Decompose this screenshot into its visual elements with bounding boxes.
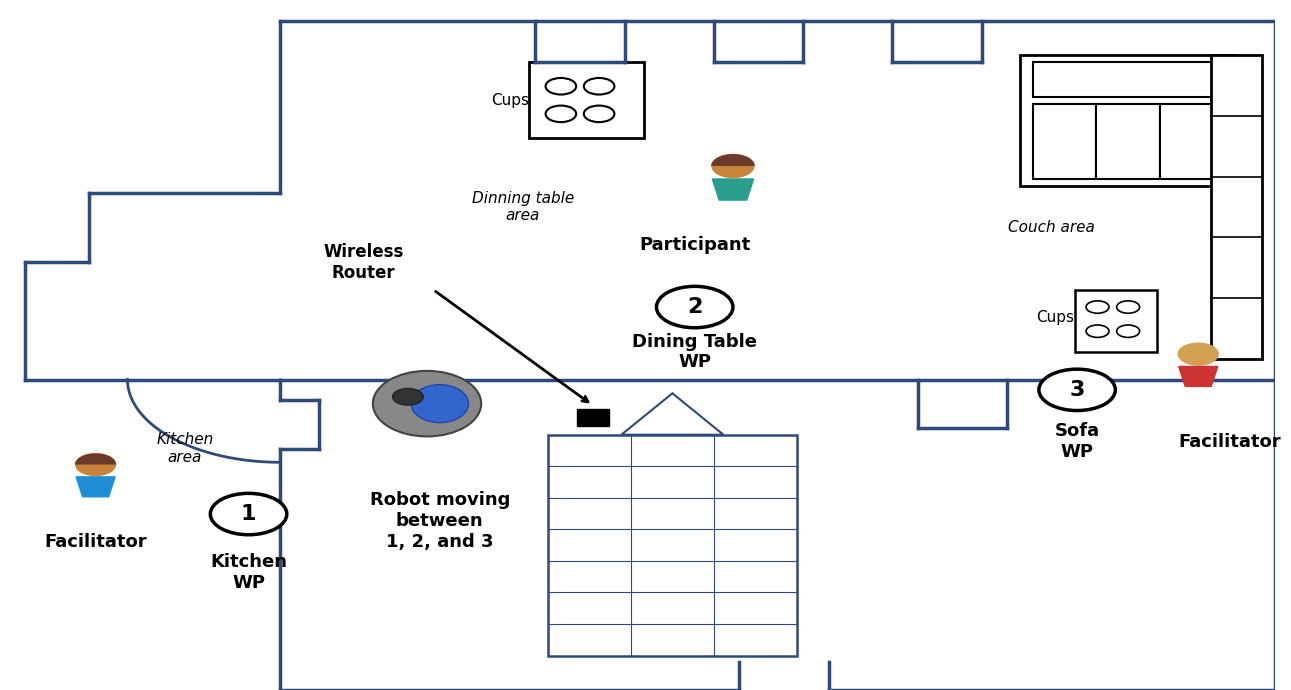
Circle shape	[210, 493, 287, 535]
Wedge shape	[1177, 343, 1219, 354]
Text: 3: 3	[1069, 380, 1084, 400]
Wedge shape	[75, 453, 116, 464]
Circle shape	[713, 155, 754, 177]
Circle shape	[1086, 301, 1109, 313]
Circle shape	[1039, 369, 1115, 411]
Bar	[577, 408, 608, 426]
Bar	[1033, 62, 1224, 97]
Text: Facilitator: Facilitator	[1179, 433, 1282, 451]
Text: Kitchen
area: Kitchen area	[156, 433, 213, 464]
Text: Sofa
WP: Sofa WP	[1055, 422, 1100, 461]
Bar	[1033, 104, 1096, 179]
Circle shape	[546, 78, 576, 95]
Text: Facilitator: Facilitator	[44, 533, 147, 551]
Ellipse shape	[411, 385, 469, 422]
Circle shape	[584, 78, 615, 95]
Text: Robot moving
between
1, 2, and 3: Robot moving between 1, 2, and 3	[369, 491, 510, 551]
Bar	[1096, 104, 1161, 179]
Polygon shape	[1179, 366, 1217, 386]
Text: 2: 2	[687, 297, 702, 317]
Wedge shape	[711, 154, 755, 166]
Polygon shape	[76, 477, 115, 497]
Circle shape	[1179, 344, 1217, 365]
Circle shape	[76, 454, 115, 475]
Text: Couch area: Couch area	[1008, 220, 1095, 235]
Bar	[1020, 55, 1237, 186]
Circle shape	[1086, 325, 1109, 337]
Bar	[1211, 55, 1263, 359]
Polygon shape	[621, 393, 723, 435]
Ellipse shape	[373, 371, 482, 437]
Text: Cups: Cups	[491, 92, 529, 108]
Text: 1: 1	[241, 504, 257, 524]
Circle shape	[1117, 301, 1140, 313]
Text: Dining Table
WP: Dining Table WP	[633, 333, 758, 371]
Circle shape	[1117, 325, 1140, 337]
Circle shape	[392, 388, 423, 405]
Bar	[529, 62, 644, 138]
Text: Wireless
Router: Wireless Router	[323, 243, 404, 282]
Text: Kitchen
WP: Kitchen WP	[210, 553, 287, 592]
Text: Dinning table
area: Dinning table area	[471, 191, 573, 223]
Text: Participant: Participant	[639, 236, 750, 254]
Polygon shape	[713, 179, 754, 200]
Bar	[549, 435, 797, 656]
Circle shape	[546, 106, 576, 122]
Text: Cups: Cups	[1037, 310, 1074, 325]
Circle shape	[657, 286, 733, 328]
Bar	[1161, 104, 1224, 179]
Bar	[1074, 290, 1158, 352]
Circle shape	[584, 106, 615, 122]
